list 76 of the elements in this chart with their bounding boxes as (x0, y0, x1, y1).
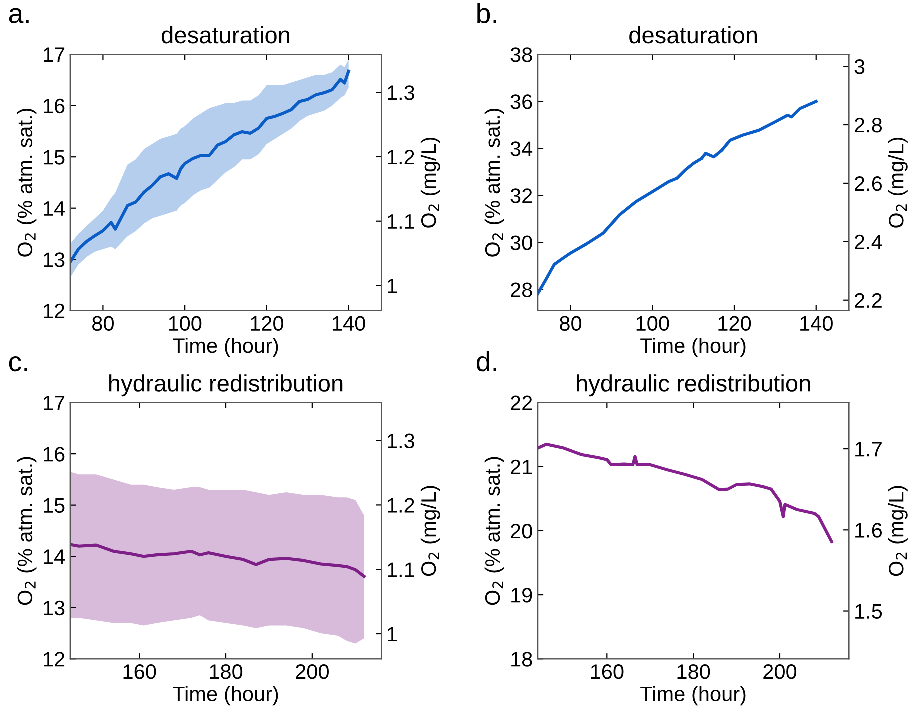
y-tick-label: 15 (44, 150, 65, 165)
y-tick-label: 14 (44, 202, 65, 216)
y-tick-label: 20 (511, 524, 532, 539)
y-tick-label: 15 (44, 498, 65, 514)
text: a. (9, 8, 29, 24)
y2-tick-label: 1.7 (856, 442, 882, 457)
y2-tick-label: 2.6 (855, 176, 882, 192)
x-tick-label: 180 (678, 664, 710, 680)
x-tick-label: 120 (251, 316, 284, 332)
y-tick-label: 13 (44, 252, 65, 268)
text: b. (478, 3, 496, 24)
y-tick-label: 17 (44, 396, 65, 410)
x-tick-label: 100 (169, 316, 202, 332)
line-series (538, 100, 818, 296)
y2-tick-label: 2.2 (855, 293, 882, 308)
y-tick-label: 16 (44, 447, 65, 462)
chart-title: hydraulic redistribution (110, 374, 343, 397)
chart-title: desaturation (162, 26, 290, 44)
y-tick-label: 13 (44, 600, 65, 616)
y2-tick-label: 1.2 (388, 498, 414, 513)
y-axis-title: O$_{2}$ (% atm. sat.) (484, 457, 504, 606)
x-axis-title: Time (hour) (640, 686, 746, 706)
x-tick-label: 120 (718, 316, 752, 332)
y-tick-label: 12 (44, 304, 65, 318)
y-tick-label: 38 (510, 48, 532, 62)
line-series (70, 543, 366, 578)
line-series (538, 442, 834, 544)
x-tick-label: 80 (92, 316, 114, 332)
y-tick-label: 14 (44, 550, 65, 564)
y2-tick-label: 2.4 (855, 234, 882, 250)
x-tick-label: 200 (296, 664, 329, 680)
x-tick-label: 160 (124, 664, 156, 680)
y2-tick-label: 1.3 (388, 434, 414, 449)
x-tick-label: 160 (591, 664, 624, 680)
x-tick-label: 80 (560, 316, 582, 332)
y2-tick-label: 1.5 (856, 604, 882, 620)
y-tick-label: 30 (510, 236, 532, 250)
text: d. (476, 351, 496, 372)
y2-tick-label: 3 (854, 60, 865, 74)
y2-axis-title: O$_{2}$ (mg/L) (888, 486, 908, 576)
x-axis-title: Time (hour) (173, 338, 278, 358)
y2-tick-label: 1.1 (388, 214, 414, 229)
x-tick-label: 140 (800, 316, 833, 332)
y2-tick-label: 1.3 (388, 86, 414, 100)
x-tick-label: 140 (333, 316, 366, 332)
y-axis-title: O$_{2}$ (% atm. sat.) (17, 457, 37, 606)
y-axis-title: O$_{2}$ (% atm. sat.) (17, 109, 37, 257)
y-tick-label: 19 (512, 588, 532, 603)
y-tick-label: 36 (510, 94, 532, 110)
y-tick-label: 21 (511, 460, 532, 474)
y2-tick-label: 1 (388, 278, 397, 294)
chart-title: hydraulic redistribution (577, 374, 810, 397)
y-tick-label: 22 (511, 396, 532, 410)
y2-tick-label: 1.6 (856, 523, 882, 538)
text: c. (9, 356, 28, 372)
y2-tick-label: 1 (388, 627, 397, 642)
y-tick-label: 18 (512, 652, 532, 667)
y2-axis-title: O$_{2}$ (mg/L) (420, 486, 440, 576)
y2-axis-title: O$_{2}$ (mg/L) (420, 138, 440, 228)
y2-tick-label: 2.8 (855, 118, 882, 133)
x-tick-label: 100 (636, 316, 670, 332)
y-axis-title: O$_{2}$ (% atm. sat.) (484, 109, 504, 257)
y-tick-label: 32 (510, 188, 532, 204)
x-axis-title: Time (hour) (640, 338, 746, 358)
y-tick-label: 16 (44, 98, 65, 114)
y2-axis-title: O$_{2}$ (mg/L) (888, 138, 908, 228)
chart-title: desaturation (630, 26, 758, 44)
y-tick-label: 12 (44, 652, 65, 667)
y-tick-label: 17 (44, 48, 65, 62)
y-tick-label: 28 (511, 282, 532, 298)
x-tick-label: 180 (210, 664, 243, 680)
x-tick-label: 200 (764, 664, 797, 680)
y-tick-label: 34 (510, 142, 533, 156)
y2-tick-label: 1.2 (388, 150, 414, 165)
y2-tick-label: 1.1 (388, 562, 414, 578)
x-axis-title: Time (hour) (173, 686, 278, 706)
